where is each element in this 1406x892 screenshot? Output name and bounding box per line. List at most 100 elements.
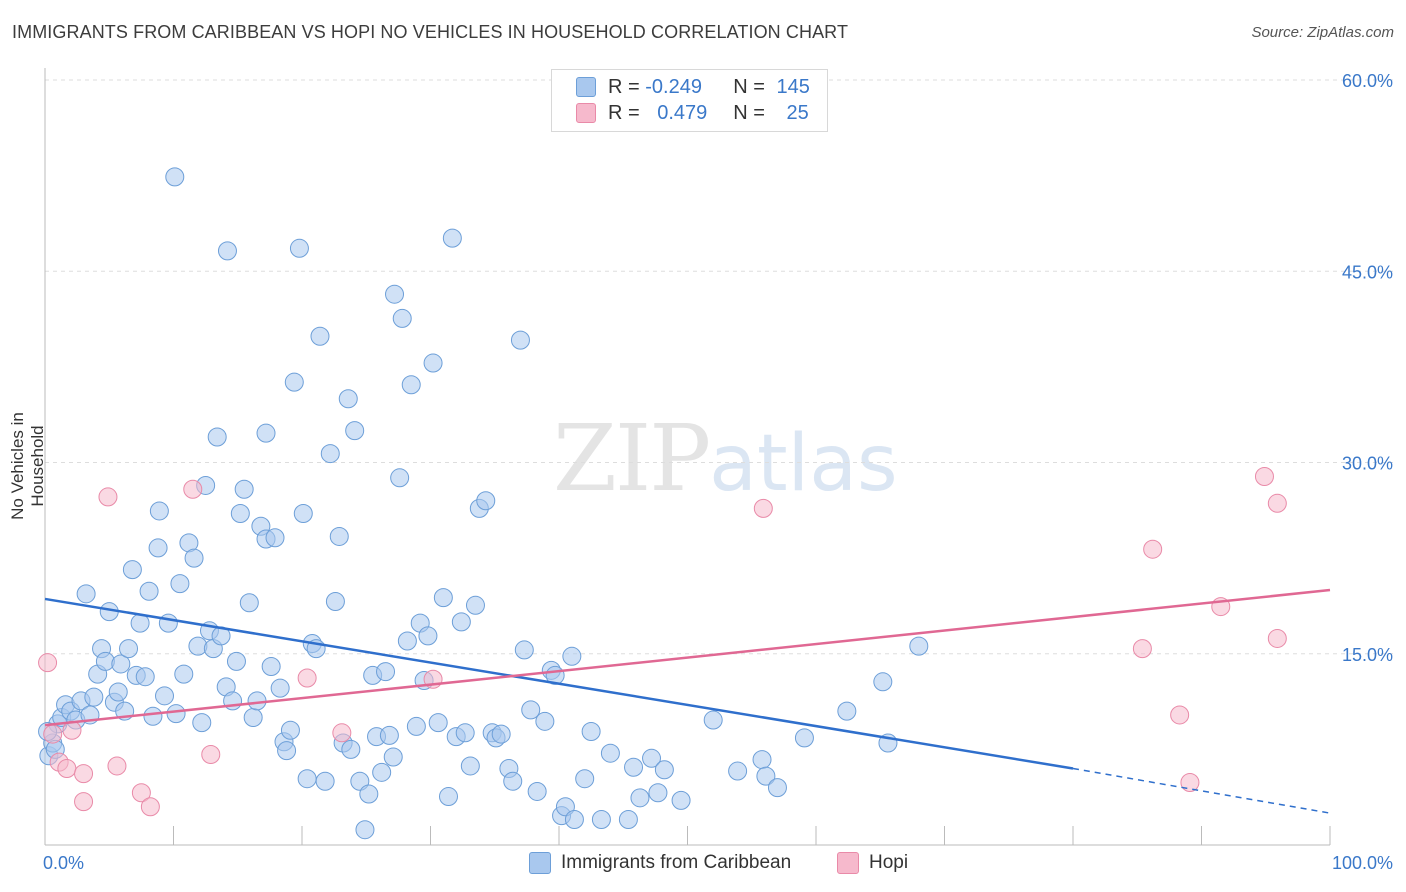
caribbean-point xyxy=(143,706,163,726)
caribbean-point xyxy=(158,613,178,633)
caribbean-point xyxy=(325,591,345,611)
caribbean-point xyxy=(428,713,448,733)
caribbean-point xyxy=(442,228,462,248)
caribbean-point xyxy=(491,724,511,744)
bottom-legend-label-hopi: Hopi xyxy=(869,852,909,873)
caribbean-point xyxy=(383,747,403,767)
caribbean-point xyxy=(379,725,399,745)
caribbean-point xyxy=(752,750,772,770)
caribbean-point xyxy=(76,584,96,604)
y-axis-label: No Vehicles in Household xyxy=(8,412,47,520)
hopi-point xyxy=(140,797,160,817)
caribbean-point xyxy=(148,538,168,558)
correlation-legend: R = -0.249 N = 145 R = 0.479 N = 25 xyxy=(551,69,828,132)
caribbean-point xyxy=(527,781,547,801)
caribbean-point xyxy=(230,504,250,523)
caribbean-point xyxy=(226,651,246,671)
caribbean-point xyxy=(756,766,776,786)
caribbean-point xyxy=(338,389,358,409)
caribbean-point xyxy=(433,588,453,608)
caribbean-point xyxy=(284,372,304,392)
caribbean-point xyxy=(139,581,159,601)
caribbean-point xyxy=(355,820,375,840)
legend-r-label: R = xyxy=(608,75,646,98)
caribbean-point xyxy=(310,326,330,346)
hopi-point xyxy=(107,756,127,776)
caribbean-point xyxy=(207,427,227,447)
bottom-legend-caribbean: Immigrants from Caribbean xyxy=(529,852,791,874)
caribbean-point xyxy=(293,504,313,523)
caribbean-point xyxy=(174,664,194,684)
caribbean-point xyxy=(510,330,530,350)
caribbean-point xyxy=(648,783,668,803)
caribbean-point xyxy=(376,662,396,682)
caribbean-trend-line xyxy=(44,597,1074,770)
caribbean-point xyxy=(234,479,254,499)
legend-row-caribbean: R = -0.249 N = 145 xyxy=(576,75,810,99)
caribbean-point xyxy=(401,375,421,395)
caribbean-point xyxy=(423,353,443,373)
caribbean-point xyxy=(345,421,365,441)
bottom-legend-label-caribbean: Immigrants from Caribbean xyxy=(561,852,792,873)
legend-n-label: N = xyxy=(733,101,771,124)
caribbean-point xyxy=(837,701,857,721)
caribbean-point xyxy=(165,167,185,187)
caribbean-point xyxy=(122,560,142,580)
caribbean-point xyxy=(514,640,534,660)
caribbean-point xyxy=(270,678,290,698)
bottom-legend-hopi: Hopi xyxy=(837,852,908,874)
caribbean-point xyxy=(455,723,475,743)
caribbean-point xyxy=(521,700,541,720)
caribbean-point xyxy=(642,748,662,768)
caribbean-point xyxy=(239,593,259,613)
caribbean-point xyxy=(624,757,644,777)
hopi-point xyxy=(1180,773,1200,793)
caribbean-point xyxy=(166,704,186,724)
caribbean-point xyxy=(535,711,555,731)
caribbean-point xyxy=(591,810,611,829)
caribbean-point xyxy=(767,778,787,798)
bottom-legend-swatch-hopi xyxy=(837,852,859,874)
y-tick-label: 30.0% xyxy=(1342,454,1393,474)
y-tick-label: 45.0% xyxy=(1342,262,1393,282)
caribbean-point xyxy=(476,491,496,511)
caribbean-point xyxy=(108,682,128,702)
source-label: Source: ZipAtlas.com xyxy=(1251,24,1394,41)
watermark: ZIPatlas xyxy=(553,405,898,512)
caribbean-point xyxy=(460,756,480,776)
hopi-point xyxy=(332,723,352,743)
legend-r-value: 0.479 xyxy=(657,101,708,124)
hopi-point xyxy=(131,783,151,803)
caribbean-point xyxy=(341,739,361,759)
caribbean-point xyxy=(385,284,405,304)
caribbean-point xyxy=(451,612,471,632)
hopi-point xyxy=(297,668,317,688)
caribbean-point xyxy=(503,771,523,791)
caribbean-point xyxy=(618,810,638,829)
hopi-point xyxy=(38,653,58,673)
legend-r-label: R = xyxy=(608,101,646,124)
caribbean-point xyxy=(406,716,426,736)
caribbean-point xyxy=(575,769,595,789)
caribbean-point xyxy=(465,595,485,615)
caribbean-point xyxy=(654,760,674,780)
caribbean-point xyxy=(418,626,438,646)
caribbean-point xyxy=(119,639,139,659)
caribbean-point xyxy=(170,574,190,594)
hopi-point xyxy=(1267,628,1287,648)
caribbean-point xyxy=(280,720,300,740)
caribbean-trend-extension xyxy=(1072,767,1331,814)
caribbean-point xyxy=(184,548,204,568)
hopi-point xyxy=(201,744,221,764)
caribbean-point xyxy=(564,810,584,829)
watermark-zip: ZIP xyxy=(553,405,711,512)
legend-n-value: 145 xyxy=(776,75,810,98)
legend-r-value: -0.249 xyxy=(645,75,702,98)
chart-title: IMMIGRANTS FROM CARIBBEAN VS HOPI NO VEH… xyxy=(12,22,849,42)
caribbean-point xyxy=(359,784,379,804)
caribbean-point xyxy=(372,762,392,782)
hopi-point xyxy=(1267,493,1287,513)
caribbean-point xyxy=(243,708,263,727)
hopi-point xyxy=(753,498,773,518)
